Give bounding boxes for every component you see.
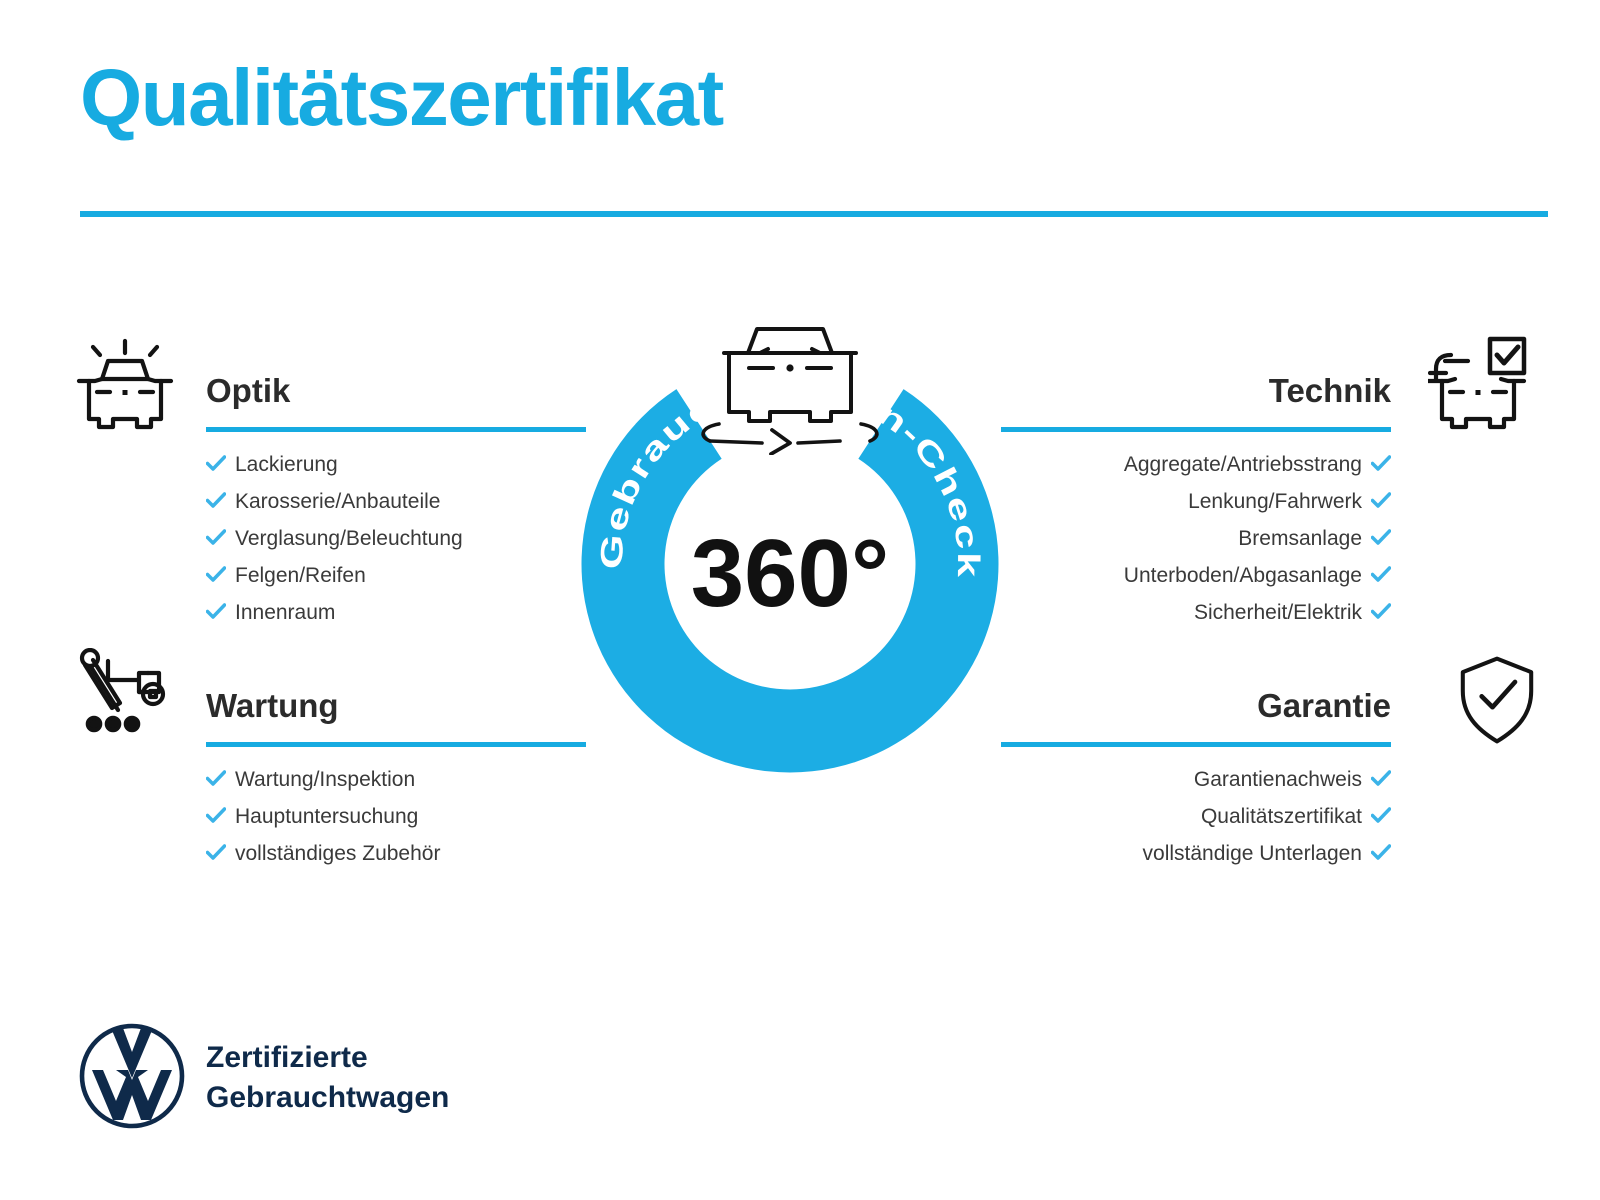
- svg-text:360°: 360°: [690, 520, 889, 627]
